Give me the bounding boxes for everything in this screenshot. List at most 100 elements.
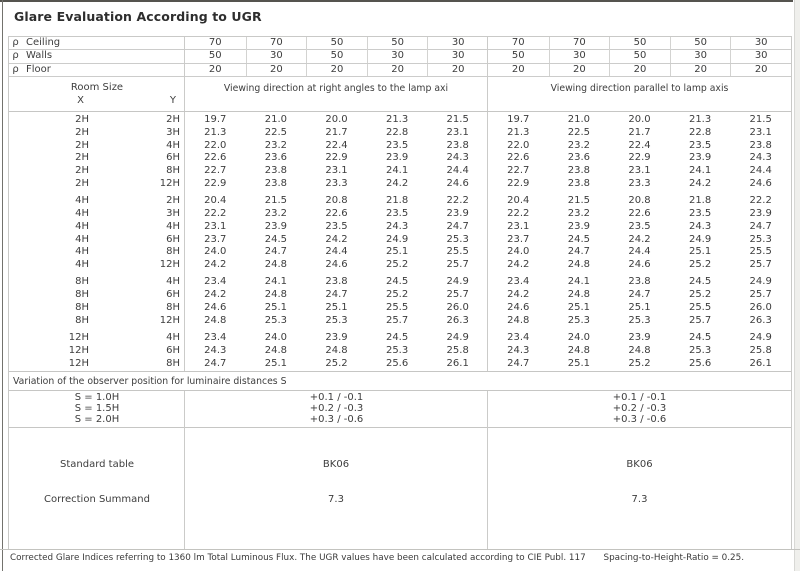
ugr-value: 25.8 bbox=[749, 344, 772, 356]
reflectance-value: 50 bbox=[669, 37, 731, 50]
ugr-row: 4H 12H 24.2 24.8 24.6 25.2 25.7 24.2 24.8 24.6 25.… bbox=[9, 259, 791, 272]
ugr-value: 25.3 bbox=[325, 314, 348, 326]
ugr-value: 24.2 bbox=[507, 289, 530, 301]
ugr-value: 23.8 bbox=[567, 177, 591, 189]
reflectance-value: 30 bbox=[730, 37, 791, 50]
ugr-value: 25.7 bbox=[446, 289, 469, 301]
room-y-value: 12H bbox=[159, 177, 180, 189]
ugr-value: 22.6 bbox=[507, 152, 530, 164]
ugr-value: 23.5 bbox=[688, 207, 712, 219]
ugr-value: 25.1 bbox=[688, 246, 712, 258]
reflectance-value: 50 bbox=[511, 50, 525, 62]
room-y-value: 2H bbox=[166, 195, 180, 207]
column-divider bbox=[184, 391, 185, 549]
ugr-value: 21.3 bbox=[204, 126, 227, 138]
ugr-value: 20.8 bbox=[325, 195, 348, 207]
ugr-value: 26.3 bbox=[749, 314, 772, 326]
room-x-value: 4H bbox=[75, 195, 89, 207]
ugr-value: 24.3 bbox=[446, 152, 469, 164]
ugr-value: 23.4 bbox=[507, 276, 530, 288]
ugr-value: 19.7 bbox=[507, 113, 530, 125]
room-x-value: 2H bbox=[75, 113, 89, 125]
ugr-row: 2H 12H 22.9 23.8 23.3 24.2 24.6 22.9 23.8 23.3 24.… bbox=[9, 178, 791, 191]
ugr-value: 23.3 bbox=[325, 177, 348, 189]
ugr-value: 24.9 bbox=[749, 276, 772, 288]
room-y-value: 4H bbox=[166, 331, 180, 343]
page-top-border bbox=[0, 0, 793, 2]
ugr-value: 24.7 bbox=[204, 357, 227, 369]
s-correction-value: +0.1 / -0.1 bbox=[309, 391, 364, 403]
ugr-value: 26.1 bbox=[446, 357, 469, 369]
ugr-value: 20.8 bbox=[628, 195, 651, 207]
ugr-value: 21.5 bbox=[446, 113, 469, 125]
ugr-value: 23.7 bbox=[204, 233, 227, 245]
ugr-value: 23.6 bbox=[264, 152, 288, 164]
ugr-value: 23.2 bbox=[567, 207, 591, 219]
reflectance-value: 50 bbox=[306, 50, 367, 63]
room-y-value: 6H bbox=[166, 152, 180, 164]
ugr-value: 22.6 bbox=[204, 152, 227, 164]
ugr-value: 24.5 bbox=[264, 233, 288, 245]
ugr-value: 22.0 bbox=[204, 139, 227, 151]
ugr-value: 24.3 bbox=[749, 152, 772, 164]
ugr-value: 24.0 bbox=[204, 246, 227, 258]
ugr-value: 22.9 bbox=[325, 152, 348, 164]
ugr-value: 22.4 bbox=[325, 139, 348, 151]
ugr-value: 22.2 bbox=[204, 207, 227, 219]
ugr-value: 24.7 bbox=[325, 289, 348, 301]
ugr-value: 23.1 bbox=[446, 126, 469, 138]
ugr-value: 24.9 bbox=[688, 233, 712, 245]
ugr-value: 24.7 bbox=[264, 246, 288, 258]
reflectance-value: 20 bbox=[306, 63, 367, 77]
ugr-value: 23.9 bbox=[385, 152, 409, 164]
reflectance-value: 50 bbox=[366, 37, 428, 50]
ugr-value: 23.2 bbox=[264, 139, 288, 151]
standard-table-value-left: BK06 bbox=[322, 458, 350, 470]
reflectance-value: 20 bbox=[245, 63, 307, 77]
ugr-value: 22.4 bbox=[628, 139, 651, 151]
page-left-border bbox=[2, 0, 3, 571]
ugr-value: 23.4 bbox=[204, 331, 227, 343]
ugr-value: 22.2 bbox=[507, 207, 530, 219]
ugr-value: 20.4 bbox=[507, 195, 530, 207]
ugr-row: 12H 6H 24.3 24.8 24.8 25.3 25.8 24.3 24.8 24.8 25.… bbox=[9, 345, 791, 358]
ugr-value: 23.6 bbox=[567, 152, 591, 164]
s-distance-label: S = 2.0H bbox=[74, 413, 120, 425]
ugr-value: 24.1 bbox=[567, 276, 591, 288]
ugr-value: 24.3 bbox=[385, 220, 409, 232]
reflectance-value: 30 bbox=[730, 50, 791, 63]
room-y-value: 12H bbox=[159, 314, 180, 326]
ugr-value: 26.3 bbox=[446, 314, 469, 326]
viewing-direction-right-angles-label: Viewing direction at right angles to the… bbox=[223, 82, 449, 94]
ugr-value: 21.3 bbox=[385, 113, 409, 125]
group-divider bbox=[487, 37, 488, 371]
ugr-value: 23.9 bbox=[325, 331, 348, 343]
ugr-value: 24.2 bbox=[628, 233, 651, 245]
reflectance-value: 20 bbox=[730, 63, 791, 77]
ugr-value: 24.2 bbox=[204, 289, 227, 301]
ugr-value: 23.2 bbox=[567, 139, 591, 151]
ugr-value: 24.0 bbox=[567, 331, 591, 343]
ugr-value: 24.6 bbox=[325, 259, 348, 271]
ugr-value: 25.3 bbox=[264, 314, 288, 326]
rho-surface-name: Floor bbox=[26, 63, 51, 75]
correction-summand-value-left: 7.3 bbox=[328, 493, 344, 505]
room-x-value: 8H bbox=[75, 301, 89, 313]
reflectance-row-label: ρ Floor bbox=[9, 64, 185, 77]
room-y-value: 4H bbox=[166, 220, 180, 232]
correction-summand-value-right: 7.3 bbox=[631, 493, 648, 505]
room-y-value: 8H bbox=[166, 246, 180, 258]
reflectance-value: 20 bbox=[609, 63, 670, 77]
ugr-value: 23.1 bbox=[204, 220, 227, 232]
ugr-value: 24.5 bbox=[385, 276, 409, 288]
room-x-value: 2H bbox=[75, 165, 89, 177]
ugr-value: 25.3 bbox=[567, 314, 591, 326]
y-column-label: Y bbox=[169, 94, 176, 106]
ugr-value: 22.9 bbox=[204, 177, 227, 189]
ugr-value: 24.8 bbox=[264, 259, 288, 271]
ugr-value: 22.5 bbox=[567, 126, 591, 138]
ugr-value: 25.5 bbox=[688, 301, 712, 313]
scrollbar-track[interactable] bbox=[794, 0, 800, 571]
room-y-value: 4H bbox=[166, 139, 180, 151]
